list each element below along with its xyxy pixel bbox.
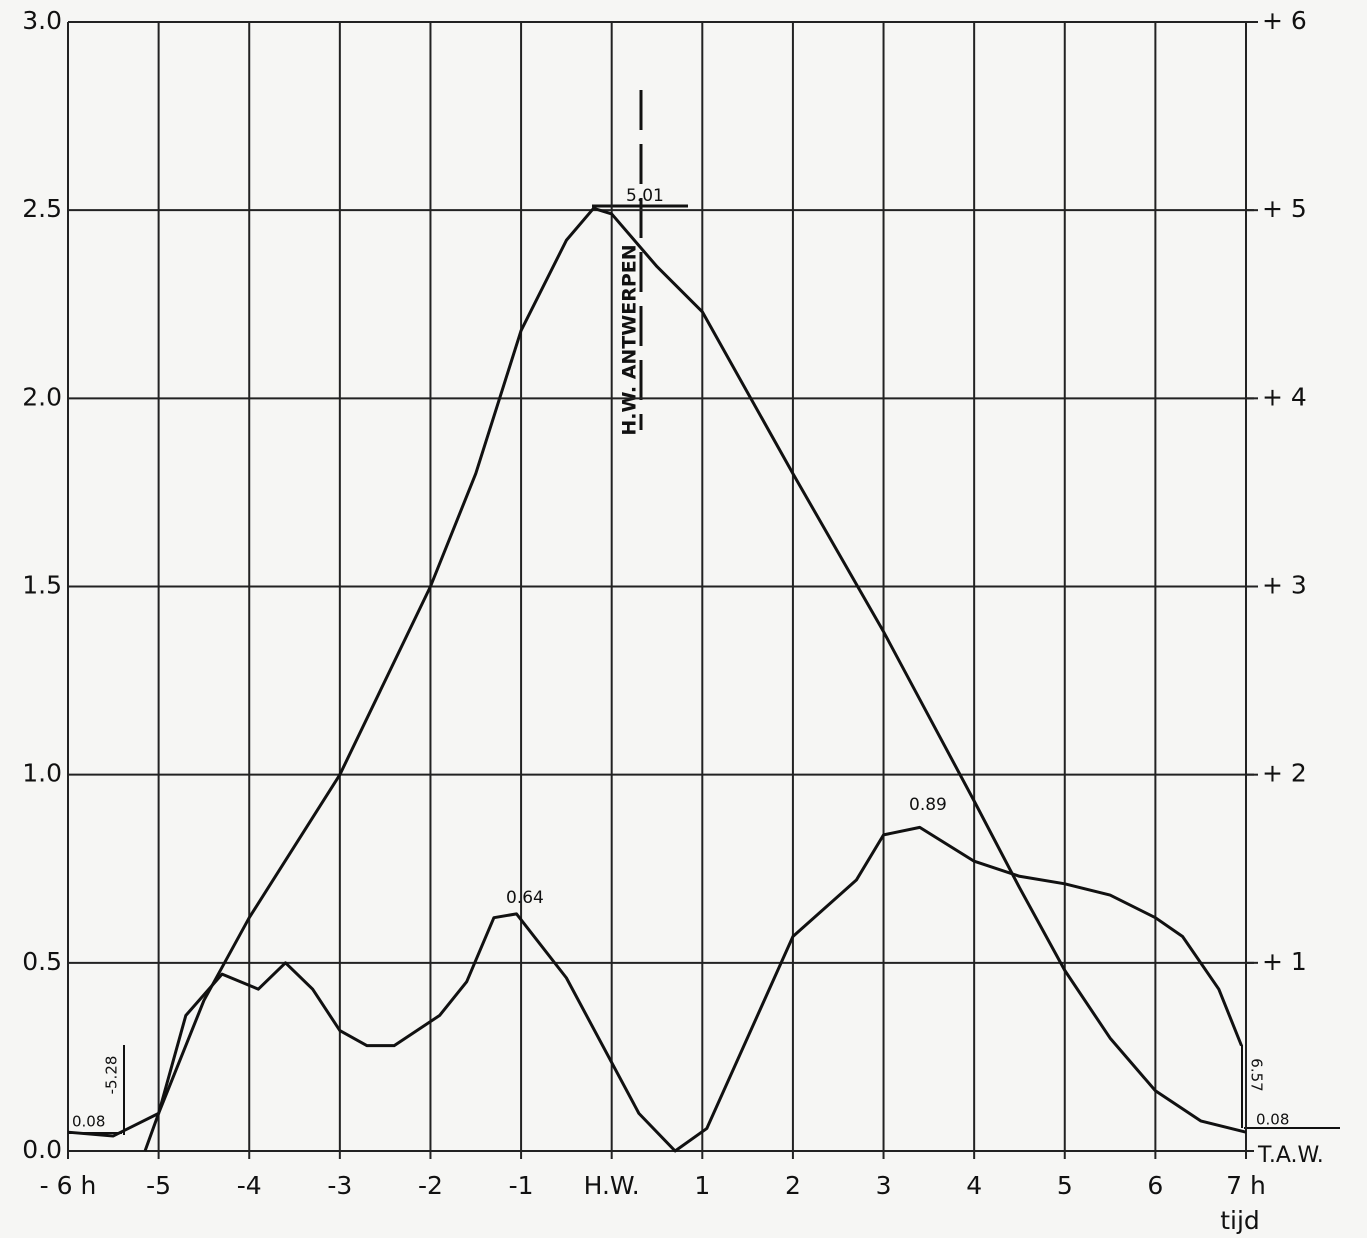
y2-tick-label: + 4 xyxy=(1262,382,1307,411)
annotation: 0.08 xyxy=(1256,1111,1289,1129)
x-tick-label: 4 xyxy=(966,1171,982,1200)
y-tick-label: 0.0 xyxy=(22,1135,62,1164)
y2-axis-label: T.A.W. xyxy=(1257,1143,1324,1168)
annotation: 5.01 xyxy=(626,186,664,206)
x-tick-label: 5 xyxy=(1057,1171,1073,1200)
y-tick-label: 2.5 xyxy=(22,194,62,223)
series-line xyxy=(143,206,1247,1152)
x-tick-label: 1 xyxy=(694,1171,710,1200)
y-tick-label: 2.0 xyxy=(22,382,62,411)
x-tick-label: 2 xyxy=(785,1171,801,1200)
x-tick-label: 6 xyxy=(1147,1171,1163,1200)
x-tick-label: -2 xyxy=(418,1171,443,1200)
y-tick-label: 3.0 xyxy=(22,6,62,35)
y2-tick-label: + 6 xyxy=(1262,6,1307,35)
annotation: H.W. ANTWERPEN xyxy=(619,244,641,435)
annotation: 0.64 xyxy=(506,888,544,908)
x-tick-label: -3 xyxy=(327,1171,352,1200)
series-line xyxy=(67,825,1243,1153)
x-tick-label: 7 h xyxy=(1226,1171,1266,1200)
y-tick-label: 1.5 xyxy=(22,571,62,600)
x-tick-label: -5 xyxy=(146,1171,171,1200)
x-tick-label: -1 xyxy=(509,1171,534,1200)
y-tick-label: 0.5 xyxy=(22,947,62,976)
x-tick-label: -4 xyxy=(237,1171,262,1200)
y-tick-label: 1.0 xyxy=(22,759,62,788)
x-tick-label: H.W. xyxy=(584,1171,640,1200)
annotation: -5.28 xyxy=(103,1056,121,1095)
annotation: 0.08 xyxy=(72,1113,105,1131)
y2-tick-label: + 3 xyxy=(1262,571,1307,600)
annotation: 0.89 xyxy=(909,795,947,815)
x-tick-label: - 6 h xyxy=(40,1171,97,1200)
y2-tick-label: + 5 xyxy=(1262,194,1307,223)
y2-tick-label: + 2 xyxy=(1262,759,1307,788)
y2-tick-label: + 1 xyxy=(1262,947,1307,976)
x-axis-label: tijd xyxy=(1220,1206,1260,1235)
x-tick-label: 3 xyxy=(876,1171,892,1200)
annotation: 6.57 xyxy=(1248,1058,1266,1091)
